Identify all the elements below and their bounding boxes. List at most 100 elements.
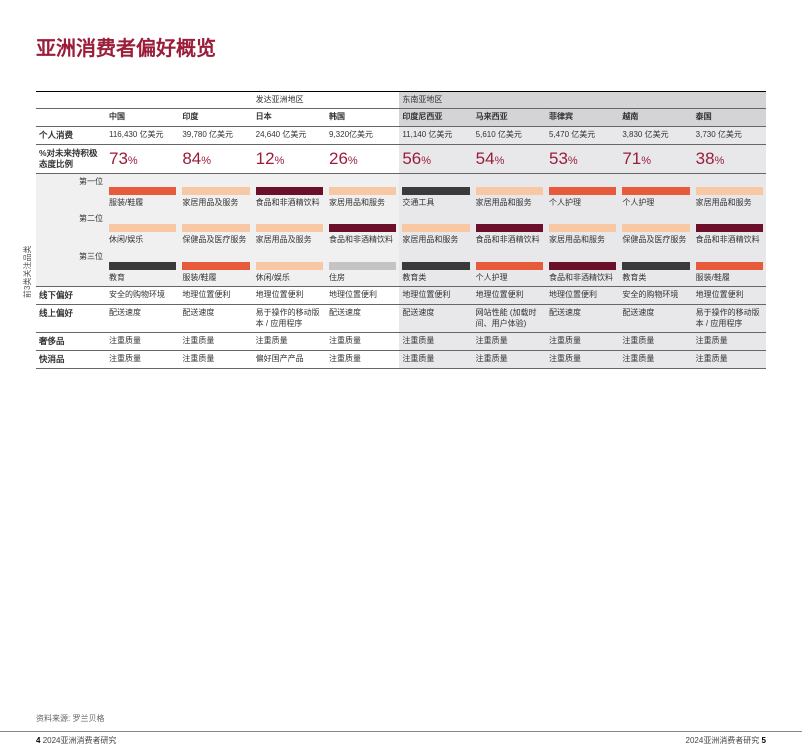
category-swatch (402, 224, 469, 232)
category-label: 个人护理 (549, 198, 616, 208)
cell: 注重质量 (473, 350, 546, 368)
cell: 服装/鞋履 (179, 249, 252, 286)
cell: 个人护理 (473, 249, 546, 286)
cell: 地理位置便利 (326, 286, 399, 304)
cell: 安全的购物环境 (619, 286, 692, 304)
cell: 住房 (326, 249, 399, 286)
cell: 食品和非酒精饮料 (473, 211, 546, 248)
category-label: 交通工具 (402, 198, 469, 208)
category-label: 教育 (109, 273, 176, 283)
category-label: 家居用品和服务 (402, 235, 469, 245)
cell: 39,780 亿美元 (179, 126, 252, 144)
cell: 家居用品及服务 (253, 211, 326, 248)
cell: 地理位置便利 (546, 286, 619, 304)
cell: 配送速度 (546, 304, 619, 332)
cell: 线下偏好 (36, 286, 106, 304)
category-swatch (109, 224, 176, 232)
cell: 休闲/娱乐 (253, 249, 326, 286)
cell: 奢侈品 (36, 332, 106, 350)
category-label: 食品和非酒精饮料 (329, 235, 396, 245)
cell: 安全的购物环境 (106, 286, 179, 304)
category-swatch (182, 262, 249, 270)
category-label: 休闲/娱乐 (256, 273, 323, 283)
cell: 印度尼西亚 (399, 108, 472, 125)
category-label: 服装/鞋履 (182, 273, 249, 283)
cell: 东南亚地区 (399, 91, 766, 108)
category-swatch (256, 262, 323, 270)
cell: %对未来持积极态度比例 (36, 144, 106, 173)
cell: 第二位 (36, 211, 106, 248)
cell: 5,610 亿美元 (473, 126, 546, 144)
cell: 菲律宾 (546, 108, 619, 125)
category-label: 休闲/娱乐 (109, 235, 176, 245)
cell: 84% (179, 144, 252, 173)
cell: 注重质量 (546, 332, 619, 350)
cell: 注重质量 (106, 332, 179, 350)
cell: 交通工具 (399, 173, 472, 211)
cell: 注重质量 (473, 332, 546, 350)
cell (179, 91, 252, 108)
page-title: 亚洲消费者偏好概览 (36, 32, 766, 61)
cell: 注重质量 (619, 332, 692, 350)
cell: 3,830 亿美元 (619, 126, 692, 144)
category-swatch (476, 262, 543, 270)
cell: 54% (473, 144, 546, 173)
category-swatch (329, 224, 396, 232)
cell: 注重质量 (399, 350, 472, 368)
cell: 家居用品及服务 (179, 173, 252, 211)
category-swatch (402, 187, 469, 195)
cell: 印度 (179, 108, 252, 125)
cell (106, 91, 179, 108)
cell: 配送速度 (399, 304, 472, 332)
cell: 易于操作的移动版本 / 应用程序 (253, 304, 326, 332)
category-label: 食品和非酒精饮料 (476, 235, 543, 245)
category-swatch (696, 187, 763, 195)
cell: 日本 (253, 108, 326, 125)
cell: 注重质量 (693, 332, 766, 350)
cell: 个人护理 (546, 173, 619, 211)
cell: 73% (106, 144, 179, 173)
cell: 教育类 (619, 249, 692, 286)
category-label: 食品和非酒精饮料 (696, 235, 763, 245)
category-swatch (402, 262, 469, 270)
cell: 地理位置便利 (179, 286, 252, 304)
category-label: 食品和非酒精饮料 (256, 198, 323, 208)
category-swatch (182, 187, 249, 195)
cell: 配送速度 (619, 304, 692, 332)
category-swatch (696, 224, 763, 232)
category-label: 个人护理 (622, 198, 689, 208)
cell: 24,640 亿美元 (253, 126, 326, 144)
category-swatch (256, 187, 323, 195)
category-label: 保健品及医疗服务 (182, 235, 249, 245)
cell: 个人护理 (619, 173, 692, 211)
cell: 网站性能 (加载时间、用户体验) (473, 304, 546, 332)
cell: 地理位置便利 (693, 286, 766, 304)
cell: 配送速度 (106, 304, 179, 332)
footer-rule (0, 731, 802, 732)
cell: 注重质量 (179, 332, 252, 350)
footer-study-left: 2024亚洲消费者研究 (43, 736, 117, 745)
footer-left: 4 2024亚洲消费者研究 (36, 735, 116, 746)
cell: 71% (619, 144, 692, 173)
category-label: 教育类 (402, 273, 469, 283)
cell: 注重质量 (253, 332, 326, 350)
cell: 教育类 (399, 249, 472, 286)
cell: 配送速度 (179, 304, 252, 332)
category-swatch (329, 262, 396, 270)
cell (36, 91, 106, 108)
cell (36, 368, 766, 369)
cell: 3,730 亿美元 (693, 126, 766, 144)
cell: 中国 (106, 108, 179, 125)
category-swatch (622, 187, 689, 195)
page-num-right: 5 (762, 736, 766, 745)
category-label: 个人护理 (476, 273, 543, 283)
cell: 快消品 (36, 350, 106, 368)
cell: 休闲/娱乐 (106, 211, 179, 248)
category-swatch (549, 262, 616, 270)
cell (36, 108, 106, 125)
cell: 注重质量 (326, 350, 399, 368)
cell: 11,140 亿美元 (399, 126, 472, 144)
source-text: 资料来源: 罗兰贝格 (36, 713, 104, 724)
cell: 保健品及医疗服务 (619, 211, 692, 248)
cell: 食品和非酒精饮料 (693, 211, 766, 248)
